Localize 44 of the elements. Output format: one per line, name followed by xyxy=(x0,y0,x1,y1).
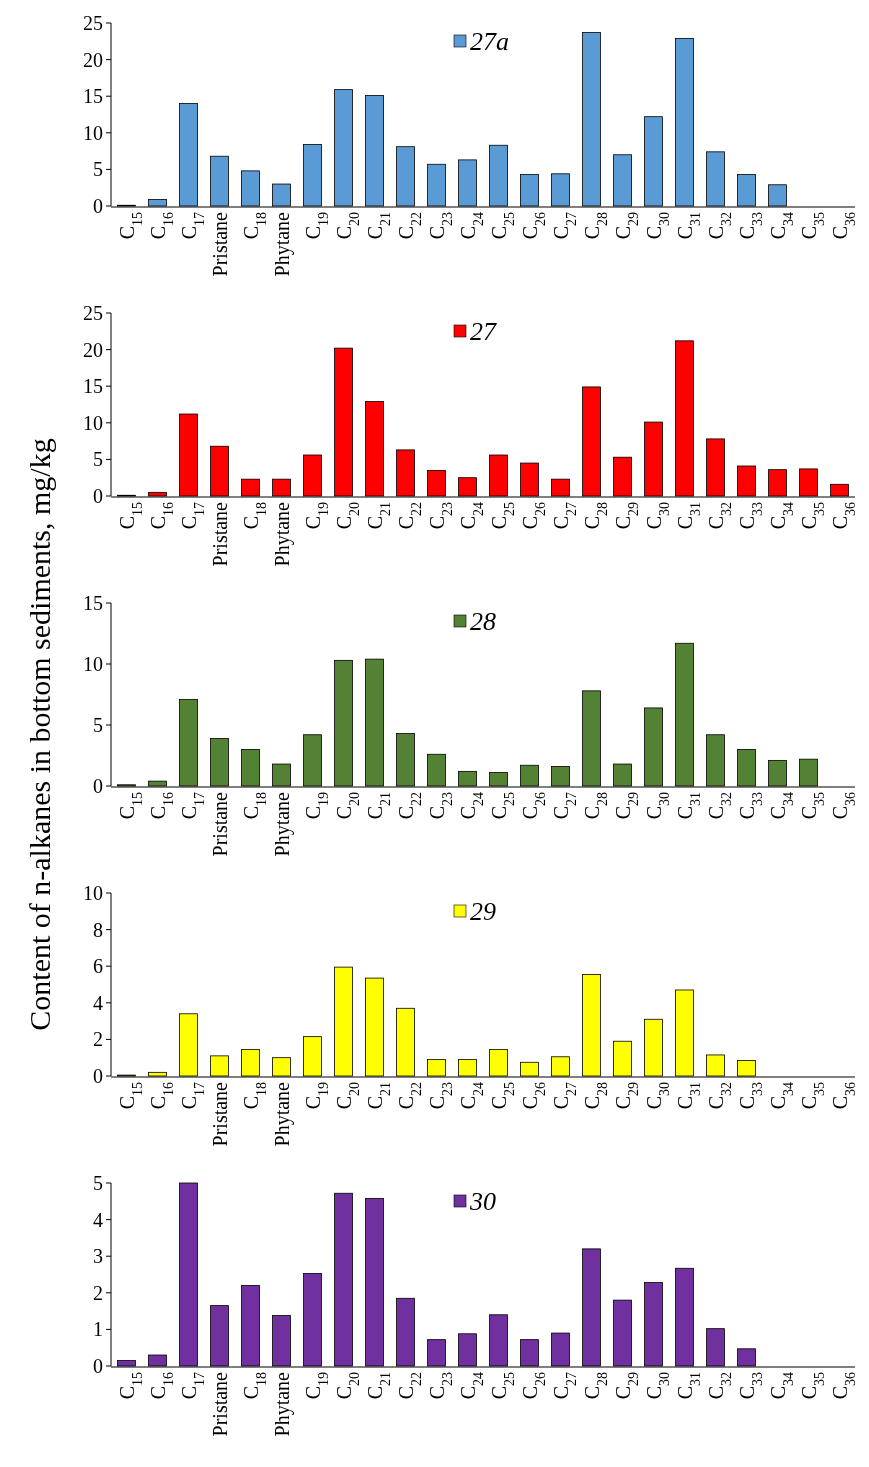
y-tick-label: 20 xyxy=(83,48,103,71)
x-tick-label: Phytane xyxy=(270,211,294,277)
y-tick-label: 2 xyxy=(93,1028,103,1051)
x-tick-label: Phytane xyxy=(270,501,294,567)
legend-label: 29 xyxy=(470,897,496,927)
y-tick-label: 5 xyxy=(93,448,103,471)
y-tick-label: 0 xyxy=(93,195,103,217)
y-tick-label: 0 xyxy=(93,1355,103,1377)
y-tick-label: 20 xyxy=(83,338,103,361)
x-tick-label: Phytane xyxy=(270,791,294,857)
y-tick-label: 2 xyxy=(93,1281,103,1304)
y-tick-label: 5 xyxy=(93,1172,103,1194)
y-tick-label: 10 xyxy=(83,882,103,904)
legend-label: 27a xyxy=(470,27,509,57)
y-tick-label: 4 xyxy=(93,991,103,1014)
y-tick-label: 15 xyxy=(83,375,103,398)
y-tick-label: 5 xyxy=(93,714,103,736)
x-tick-label: Pristane xyxy=(208,211,231,277)
y-tick-label: 15 xyxy=(83,85,103,108)
legend-label: 30 xyxy=(469,1187,496,1217)
y-tick-label: 0 xyxy=(93,775,103,797)
y-tick-label: 1 xyxy=(93,1318,103,1341)
y-tick-label: 10 xyxy=(83,121,103,144)
y-tick-label: 5 xyxy=(93,158,103,181)
y-tick-label: 6 xyxy=(93,955,103,978)
y-tick-label: 4 xyxy=(93,1208,103,1231)
y-tick-label: 25 xyxy=(83,12,103,34)
y-tick-label: 25 xyxy=(83,302,103,324)
y-tick-label: 3 xyxy=(93,1245,103,1268)
x-tick-label: Phytane xyxy=(270,1371,294,1437)
x-tick-label: Phytane xyxy=(270,1081,294,1147)
legend-label: 27 xyxy=(470,317,497,347)
y-tick-label: 8 xyxy=(93,918,103,941)
y-axis-title: Content of n-alkanes in bottom sediments, mg/kg xyxy=(23,438,56,1031)
y-tick-label: 0 xyxy=(93,485,103,507)
y-tick-label: 0 xyxy=(93,1065,103,1087)
x-tick-label: Pristane xyxy=(208,1371,231,1437)
y-tick-label: 15 xyxy=(83,592,103,614)
y-tick-label: 10 xyxy=(83,653,103,675)
x-tick-label: Pristane xyxy=(208,501,231,567)
x-tick-label: Pristane xyxy=(208,791,231,857)
legend-label: 28 xyxy=(470,607,496,637)
x-tick-label: Pristane xyxy=(208,1081,231,1147)
y-tick-label: 10 xyxy=(83,411,103,434)
